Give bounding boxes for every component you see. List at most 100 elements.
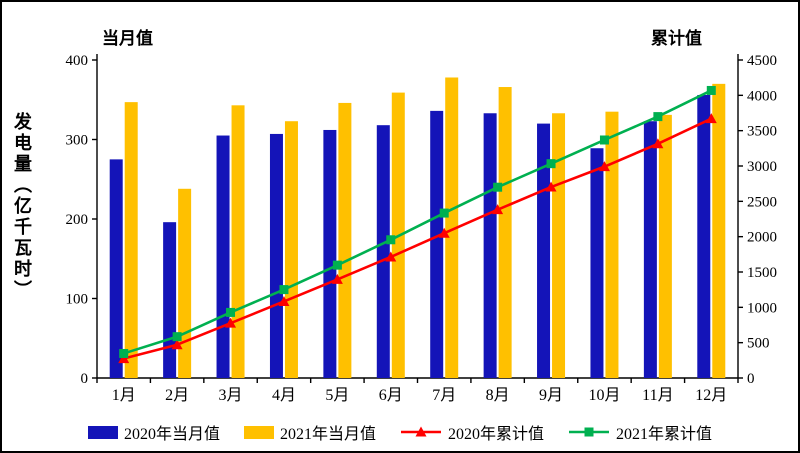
bar [323,129,337,378]
x-axis-ticks: 1月 2月 3月 4月 5月 6月 7月 8月 9月 10月 11月 12月 [96,378,739,404]
triangle-marker [171,339,183,350]
bars-2021年当月值 [124,77,726,379]
legend-item: 2021年累计值 [568,420,712,444]
left-tick-label: 0 [81,371,89,387]
month-label: 2月 [165,387,189,404]
bar [284,121,298,378]
line-2021年累计值 [119,85,716,358]
left-tick-label: 100 [66,292,89,308]
bar [376,125,390,378]
month-label: 9月 [539,387,563,404]
legend: 2020年当月值 2021年当月值 2020年累计值 2021年累计值 [2,420,798,444]
month-label: 1月 [112,387,136,404]
triangle-marker [438,227,450,238]
triangle-marker [545,181,557,192]
bar [269,133,283,378]
right-tick-label: 1000 [747,300,777,316]
month-label: 7月 [432,387,456,404]
right-tick-label: 1500 [747,265,777,281]
square-marker [546,159,556,169]
triangle-marker [415,426,427,437]
line-2020年累计值 [118,113,717,364]
left-axis-ticks: 0 100 200 300 400 [66,53,97,387]
cumulative-line [123,117,712,360]
legend-label: 2020年累计值 [448,426,545,443]
right-tick-label: 2000 [747,230,777,246]
y-axis-label: 发电量（亿千瓦时） [12,112,32,301]
right-tick-label: 4500 [747,53,777,69]
square-marker [599,135,609,145]
month-label: 8月 [486,387,510,404]
triangle-marker [278,295,290,306]
triangle-marker [705,113,717,124]
triangle-marker [385,251,397,262]
month-label: 10月 [588,387,620,404]
right-tick-label: 0 [747,371,755,387]
legend-line-swatch [569,427,610,437]
month-label: 5月 [325,387,349,404]
square-marker [653,112,663,122]
legend-label: 2020年当月值 [123,426,220,443]
bar [430,110,444,378]
month-label: 6月 [379,387,403,404]
legend-item: 2021年当月值 [243,420,376,444]
bar [590,148,604,378]
right-axis-ticks: 0 500 1000 1500 2000 2500 3000 3500 4000 4500 [738,53,777,387]
right-axis-title: 累计值 [651,29,702,48]
right-tick-label: 3000 [747,159,777,175]
square-marker [332,260,342,270]
legend-label: 2021年当月值 [279,426,376,443]
month-label: 11月 [642,387,673,404]
square-marker [439,208,449,218]
month-label: 12月 [695,387,727,404]
cumulative-line [123,89,712,355]
bar [697,94,711,378]
month-label: 3月 [219,387,243,404]
bar [552,113,566,378]
bar [498,87,512,378]
square-marker [226,307,236,317]
bar [163,222,177,378]
bar [178,188,192,378]
bar [231,105,245,378]
bar [712,83,726,378]
right-tick-label: 2500 [747,194,777,210]
legend-item: 2020年当月值 [87,420,220,444]
legend-item: 2020年累计值 [400,420,544,444]
square-marker [279,285,289,295]
right-tick-label: 500 [747,336,770,352]
right-tick-label: 3500 [747,124,777,140]
triangle-marker [225,317,237,328]
legend-bar-swatch [87,425,118,439]
square-marker [706,85,716,95]
legend-label: 2021年累计值 [616,426,713,443]
left-axis-title: 当月值 [102,29,153,48]
bar [338,102,352,379]
bar [124,102,138,378]
bar [658,114,672,378]
left-tick-label: 300 [66,133,89,149]
square-marker [172,332,182,342]
triangle-marker [118,353,130,364]
triangle-marker [652,138,664,149]
bar [483,113,497,378]
month-label: 4月 [272,387,296,404]
bar [445,77,459,379]
left-tick-label: 200 [66,212,89,228]
bar [643,121,657,378]
right-tick-label: 4000 [747,88,777,104]
square-marker [493,182,503,192]
triangle-marker [598,161,610,172]
left-tick-label: 400 [66,53,89,69]
bar [216,135,230,378]
square-marker [584,427,594,437]
bar [537,123,551,378]
square-marker [386,235,396,245]
legend-bar-swatch [243,425,274,439]
triangle-marker [492,204,504,215]
triangle-marker [331,273,343,284]
bar [109,159,123,378]
legend-line-swatch [401,426,441,437]
